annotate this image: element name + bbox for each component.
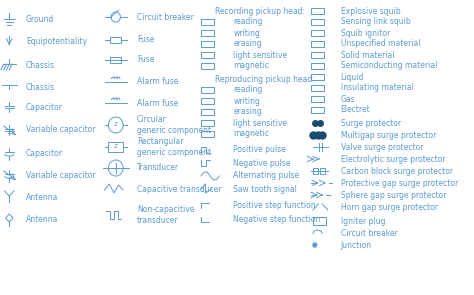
- Text: Capacitor: Capacitor: [26, 148, 63, 158]
- Bar: [311, 96, 324, 102]
- Text: Sphere gap surge protector: Sphere gap surge protector: [341, 191, 446, 199]
- Text: Semiconducting material: Semiconducting material: [341, 61, 437, 71]
- Bar: [201, 131, 214, 137]
- Text: magnetic: magnetic: [233, 130, 269, 138]
- Text: Junction: Junction: [341, 240, 372, 250]
- Text: Variable capacitor: Variable capacitor: [26, 125, 96, 135]
- Text: magnetic: magnetic: [233, 61, 269, 71]
- Bar: [311, 19, 324, 25]
- Text: Circuit breaker: Circuit breaker: [341, 230, 398, 238]
- Text: Insulating material: Insulating material: [341, 83, 414, 93]
- Text: Alternating pulse: Alternating pulse: [233, 171, 300, 181]
- Text: reading: reading: [233, 86, 263, 94]
- Text: Fuse: Fuse: [137, 55, 155, 65]
- Text: Igniter plug: Igniter plug: [341, 217, 385, 225]
- Text: Chassis: Chassis: [26, 83, 55, 91]
- Text: Capacitor: Capacitor: [26, 102, 63, 112]
- Bar: [311, 30, 324, 36]
- Bar: [201, 109, 214, 115]
- Bar: [311, 107, 324, 113]
- Text: Squib ignitor: Squib ignitor: [341, 29, 390, 37]
- Text: Chassis: Chassis: [26, 60, 55, 70]
- Text: Transducer: Transducer: [137, 163, 179, 173]
- Text: writing: writing: [233, 29, 260, 37]
- Text: Sensing link squib: Sensing link squib: [341, 17, 410, 27]
- Text: Explosive squib: Explosive squib: [341, 6, 401, 16]
- Bar: [311, 52, 324, 58]
- Text: Alarm fuse: Alarm fuse: [137, 99, 178, 107]
- Text: Carbon block surge protector: Carbon block surge protector: [341, 166, 453, 176]
- Bar: [313, 217, 326, 225]
- Text: Recording pickup head:: Recording pickup head:: [215, 6, 305, 16]
- Text: Surge protector: Surge protector: [341, 119, 401, 127]
- Bar: [311, 63, 324, 69]
- Text: Equipotentiality: Equipotentiality: [26, 37, 87, 47]
- Bar: [320, 168, 325, 174]
- Bar: [201, 63, 214, 69]
- Bar: [201, 120, 214, 126]
- Text: writing: writing: [233, 96, 260, 106]
- Text: Z: Z: [114, 122, 118, 127]
- Text: Negative step function: Negative step function: [233, 214, 321, 224]
- Text: Negative pulse: Negative pulse: [233, 158, 291, 168]
- Text: Protective gap surge protector: Protective gap surge protector: [341, 178, 458, 188]
- Text: erasing: erasing: [233, 40, 262, 48]
- Text: Electret: Electret: [341, 106, 371, 114]
- Text: Saw tooth signal: Saw tooth signal: [233, 184, 297, 194]
- Text: Horn gap surge protector: Horn gap surge protector: [341, 202, 438, 212]
- Text: Circuit breaker: Circuit breaker: [137, 12, 194, 22]
- Text: Electrolytic surge protector: Electrolytic surge protector: [341, 155, 446, 163]
- Text: Antenna: Antenna: [26, 194, 58, 202]
- Circle shape: [313, 243, 317, 247]
- Text: light sensitive: light sensitive: [233, 50, 287, 60]
- Text: Reproducing pickup head:: Reproducing pickup head:: [215, 75, 315, 83]
- Text: light sensitive: light sensitive: [233, 119, 287, 127]
- Text: Capacitive transducer: Capacitive transducer: [137, 186, 222, 194]
- Bar: [311, 41, 324, 47]
- Text: Fuse: Fuse: [137, 35, 155, 45]
- Bar: [201, 30, 214, 36]
- Bar: [311, 8, 324, 14]
- Text: Positive pulse: Positive pulse: [233, 145, 286, 155]
- Bar: [313, 168, 318, 174]
- Text: Positive step function: Positive step function: [233, 201, 316, 211]
- Text: Valve surge protector: Valve surge protector: [341, 142, 423, 152]
- Text: Unspecified material: Unspecified material: [341, 40, 420, 48]
- Text: erasing: erasing: [233, 107, 262, 117]
- Text: Alarm fuse: Alarm fuse: [137, 78, 178, 86]
- Bar: [201, 19, 214, 25]
- Text: Non-capacitive
transducer: Non-capacitive transducer: [137, 205, 194, 225]
- Bar: [311, 85, 324, 91]
- Bar: [201, 87, 214, 93]
- Text: Rectangular
generic component: Rectangular generic component: [137, 137, 211, 157]
- Text: Z: Z: [114, 145, 118, 150]
- Text: Multigap surge protector: Multigap surge protector: [341, 130, 436, 140]
- Bar: [311, 74, 324, 80]
- Bar: [110, 57, 121, 63]
- Bar: [109, 142, 123, 152]
- Text: Circular
generic component: Circular generic component: [137, 115, 211, 135]
- Text: Variable capacitor: Variable capacitor: [26, 171, 96, 179]
- Text: reading: reading: [233, 17, 263, 27]
- Bar: [201, 52, 214, 58]
- Bar: [201, 98, 214, 104]
- Text: Solid material: Solid material: [341, 50, 394, 60]
- Bar: [110, 37, 121, 43]
- Text: Antenna: Antenna: [26, 216, 58, 224]
- Text: Gas: Gas: [341, 94, 356, 104]
- Text: Liquid: Liquid: [341, 73, 364, 81]
- Bar: [201, 41, 214, 47]
- Text: Ground: Ground: [26, 14, 54, 24]
